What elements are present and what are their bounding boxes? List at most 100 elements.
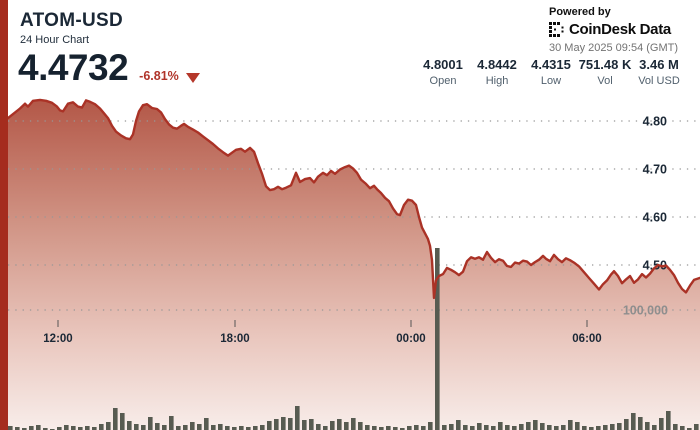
volume-bar [512,426,517,430]
down-triangle-icon [185,73,200,83]
volume-bar [386,426,391,430]
volume-bar [22,428,27,430]
volume-bar [141,425,146,430]
price-line [6,98,700,300]
volume-bar [547,425,552,430]
volume-bar [239,426,244,430]
volume-bar [169,416,174,430]
volume-bar [295,406,300,430]
volume-bar [281,417,286,430]
volume-bar [449,424,454,430]
volume-bar [596,426,601,430]
volume-bar [372,426,377,430]
volume-bar [29,426,34,430]
volume-bar [470,426,475,430]
volume-bar [176,426,181,430]
volume-bar [78,427,83,430]
volume-bar [218,424,223,430]
price-row: 4.4732 -6.81% [18,49,200,86]
volume-bar [617,423,622,430]
volume-bar [603,425,608,430]
volume-bar [183,425,188,430]
volume-bar [288,418,293,430]
volume-bar [393,427,398,430]
powered-by-label: Powered by [549,6,611,18]
volume-bar [400,428,405,430]
volume-bar [36,425,41,430]
volume-bar [302,420,307,430]
branding: Powered by CoinDesk Data 30 May 2025 09:… [549,6,681,54]
chart-subtitle: 24 Hour Chart [20,34,90,46]
current-price: 4.4732 [18,47,129,88]
x-axis-label: 18:00 [220,333,249,345]
volume-bar [561,425,566,430]
volume-bar [57,427,62,430]
y-axis-label: 4.70 [643,163,667,177]
volume-bar [379,427,384,430]
y-axis-label: 4.60 [643,211,667,225]
volume-bar [645,422,650,430]
volume-bar [127,421,132,430]
volume-bar [554,426,559,430]
volume-bar [274,419,279,430]
volume-bar [344,422,349,430]
volume-bar [120,413,125,430]
volume-bar [246,427,251,430]
volume-bar [659,418,664,430]
volume-bar [533,420,538,430]
x-axis-label: 00:00 [396,333,425,345]
y-axis-label: 4.50 [643,259,667,273]
volume-bar [330,421,335,430]
volume-bar [99,424,104,430]
price-area-fill [8,99,700,430]
volume-bar [687,428,692,430]
volume-bar [106,422,111,430]
symbol-title: ATOM-USD [20,10,124,31]
coindesk-logo-icon [549,21,565,38]
volume-bar [414,425,419,430]
y-axis-label: 4.80 [643,115,667,129]
price-change: -6.81% [139,69,179,83]
volume-bar [253,426,258,430]
stat-label: Open [429,75,457,87]
volume-axis-label: 100,000 [623,304,668,318]
volume-bar [358,422,363,430]
volume-bar [428,422,433,430]
stat-label: Low [540,75,562,87]
volume-bar [134,424,139,430]
x-axis-label: 12:00 [43,333,72,345]
stats-row: 4.8001 Open 4.8442 High 4.4315 Low 751.4… [416,57,686,87]
x-axis-label: 06:00 [572,333,601,345]
volume-bar [337,419,342,430]
stat-open: 4.8001 Open [416,57,470,87]
volume-bar [477,423,482,430]
volume-bar [540,423,545,430]
volume-bar [92,427,97,430]
volume-bar [351,418,356,430]
stat-high: 4.8442 High [470,57,524,87]
volume-bar [484,425,489,430]
stat-value: 4.8001 [423,57,463,72]
volume-bar [498,422,503,430]
volume-bar [204,418,209,430]
timestamp: 30 May 2025 09:54 (GMT) [549,42,679,54]
brand-row: CoinDesk Data [549,21,681,38]
stat-volume-usd: 3.46 M Vol USD [632,57,686,87]
volume-bar [309,419,314,430]
volume-bar [190,422,195,430]
volume-bar [442,425,447,430]
volume-bar [568,420,573,430]
volume-bar [575,422,580,430]
volume-bar [638,417,643,430]
volume-bar [491,426,496,430]
volume-bar [505,425,510,430]
volume-bar [232,427,237,430]
volume-bar [323,426,328,430]
stat-value: 4.8442 [477,57,517,72]
volume-bar [519,424,524,430]
stat-low: 4.4315 Low [524,57,578,87]
volume-bar [85,426,90,430]
volume-bar [463,425,468,430]
volume-bar [365,425,370,430]
